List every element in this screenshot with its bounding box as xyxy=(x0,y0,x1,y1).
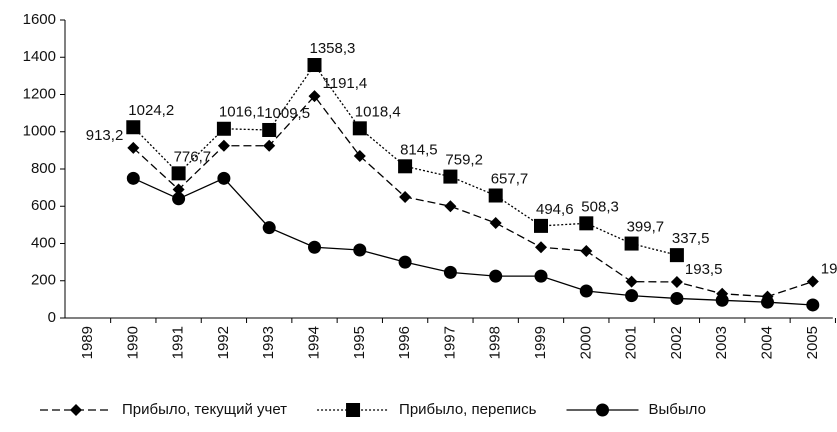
point-square xyxy=(171,166,186,181)
data-label: 1016,1 xyxy=(219,104,265,121)
point-circle xyxy=(262,221,276,235)
x-tick-label: 1992 xyxy=(215,326,232,359)
data-label: 776,7 xyxy=(174,148,212,165)
point-square xyxy=(262,122,277,137)
x-tick-label: 2004 xyxy=(758,326,775,359)
point-diamond xyxy=(580,244,593,257)
point-square xyxy=(488,188,503,203)
x-tick-label: 2001 xyxy=(623,326,640,359)
data-label: 1191,4 xyxy=(323,75,368,92)
point-square xyxy=(346,403,361,417)
point-circle xyxy=(398,255,412,269)
y-tick-label: 1200 xyxy=(23,85,56,102)
point-diamond xyxy=(217,139,230,152)
data-label: 1018,4 xyxy=(355,103,401,120)
data-label: 657,7 xyxy=(491,170,529,187)
point-diamond xyxy=(444,200,457,213)
x-tick-label: 1993 xyxy=(260,326,277,359)
y-tick-label: 400 xyxy=(31,234,56,251)
point-circle xyxy=(625,289,639,303)
x-tick-label: 2002 xyxy=(668,326,685,359)
point-square xyxy=(126,120,141,135)
point-square xyxy=(216,121,231,136)
point-diamond xyxy=(399,190,412,203)
point-square xyxy=(398,159,413,174)
data-label: 913,2 xyxy=(86,127,124,144)
data-label: 1009,5 xyxy=(264,105,310,122)
y-tick-label: 1000 xyxy=(23,123,56,140)
point-diamond xyxy=(127,141,140,154)
point-square xyxy=(534,218,548,233)
y-tick-label: 0 xyxy=(48,309,56,326)
point-diamond xyxy=(353,149,366,162)
data-label: 195,7 xyxy=(821,261,837,278)
point-diamond xyxy=(308,90,321,103)
y-tick-label: 1600 xyxy=(23,11,56,28)
x-tick-label: 1998 xyxy=(487,326,504,359)
point-square xyxy=(624,236,639,251)
y-tick-label: 800 xyxy=(31,160,56,177)
point-circle xyxy=(217,171,231,185)
point-square xyxy=(443,169,458,184)
point-circle xyxy=(534,269,548,283)
point-square xyxy=(579,216,594,231)
point-square xyxy=(669,248,684,263)
point-diamond xyxy=(263,139,276,152)
point-diamond xyxy=(670,275,683,288)
data-label: 399,7 xyxy=(627,219,665,236)
series-line xyxy=(132,95,814,298)
point-diamond xyxy=(806,275,819,288)
x-tick-label: 1991 xyxy=(170,326,187,359)
point-diamond xyxy=(489,217,502,230)
data-label: 814,5 xyxy=(400,141,438,158)
point-circle xyxy=(172,192,186,206)
point-circle xyxy=(489,269,503,283)
x-tick-label: 1999 xyxy=(532,326,549,359)
x-tick-label: 1995 xyxy=(351,326,368,359)
y-tick-label: 200 xyxy=(31,272,56,289)
point-circle xyxy=(806,298,820,312)
point-diamond xyxy=(70,404,82,416)
point-circle xyxy=(353,243,367,257)
data-label: 1024,2 xyxy=(128,102,174,119)
data-label: 508,3 xyxy=(581,198,619,215)
point-circle xyxy=(579,284,593,298)
point-square xyxy=(352,121,367,136)
data-label: 1358,3 xyxy=(310,40,356,57)
data-label: 193,5 xyxy=(685,261,723,278)
x-tick-label: 2003 xyxy=(713,326,730,359)
point-diamond xyxy=(535,241,547,254)
point-circle xyxy=(596,403,609,417)
point-circle xyxy=(670,291,684,305)
x-tick-label: 1990 xyxy=(124,326,141,359)
x-tick-label: 2005 xyxy=(804,326,821,359)
point-circle xyxy=(308,240,321,254)
data-label: 759,2 xyxy=(445,152,483,169)
point-square xyxy=(307,58,322,73)
point-circle xyxy=(443,265,457,279)
data-label: 494,6 xyxy=(536,201,574,218)
x-tick-label: 1994 xyxy=(305,326,322,359)
point-circle xyxy=(761,295,774,309)
y-tick-label: 1400 xyxy=(23,48,56,65)
point-diamond xyxy=(625,275,638,288)
point-circle xyxy=(126,171,140,185)
x-tick-label: 1996 xyxy=(396,326,413,359)
legend-label: Прибыло, перепись xyxy=(399,401,537,418)
y-tick-label: 600 xyxy=(31,197,56,214)
x-tick-label: 1997 xyxy=(441,326,458,359)
data-label: 337,5 xyxy=(672,230,710,247)
legend-label: Прибыло, текущий учет xyxy=(122,401,287,418)
x-tick-label: 2000 xyxy=(577,326,594,359)
series-line xyxy=(133,177,813,306)
legend-label: Выбыло xyxy=(649,401,706,418)
x-tick-label: 1989 xyxy=(79,326,96,359)
point-circle xyxy=(715,293,729,307)
point-diamond xyxy=(172,183,185,196)
